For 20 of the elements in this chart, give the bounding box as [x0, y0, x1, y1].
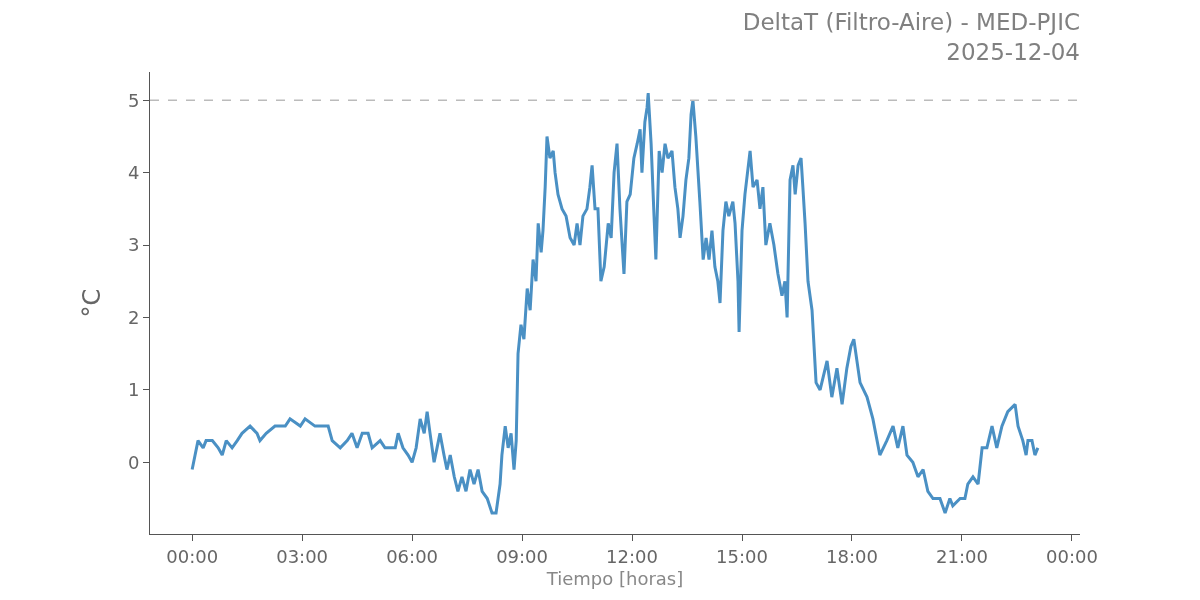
x-tick-label: 18:00 [826, 545, 878, 567]
y-tick-label: 0 [127, 451, 140, 473]
y-tick-label: 2 [127, 306, 140, 328]
y-tick-label: 4 [127, 161, 140, 183]
y-axis-title: °C [78, 288, 107, 318]
chart-title: DeltaT (Filtro-Aire) - MED-PJIC [742, 9, 1080, 35]
chart-subtitle: 2025-12-04 [946, 38, 1080, 65]
x-tick-label: 06:00 [386, 545, 439, 567]
x-tick-label: 03:00 [276, 545, 329, 567]
line-series [190, 91, 1040, 515]
y-tick-label: 5 [127, 89, 140, 111]
x-tick-label: 09:00 [496, 545, 549, 567]
x-tick-label: 15:00 [716, 545, 768, 567]
x-tick-label: 12:00 [606, 545, 658, 567]
y-tick-label: 3 [127, 234, 140, 256]
x-tick-label: 21:00 [936, 545, 988, 567]
x-tick-label: 00:00 [1046, 545, 1098, 567]
y-tick-label: 1 [127, 379, 140, 401]
x-tick-label: 00:00 [166, 545, 219, 567]
x-axis-title: Tiempo [horas] [545, 567, 684, 589]
